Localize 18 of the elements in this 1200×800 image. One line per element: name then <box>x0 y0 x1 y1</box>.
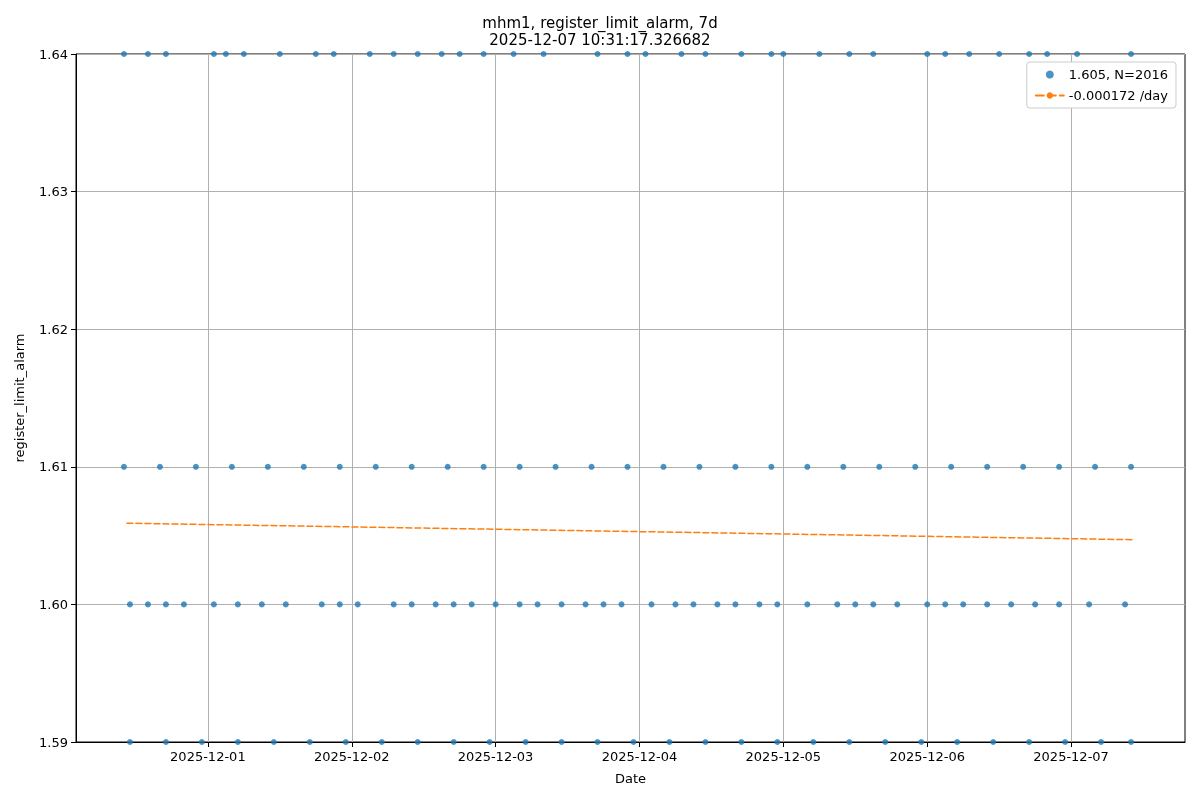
y-tick-label: 1.59 <box>39 734 68 750</box>
y-tick-label: 1.64 <box>39 46 68 62</box>
x-tick-label: 2025-12-07 <box>1033 749 1109 764</box>
x-tick-label: 2025-12-02 <box>313 749 390 764</box>
y-tick-label: 1.63 <box>39 184 68 200</box>
y-tick-label: 1.62 <box>39 321 68 337</box>
x-tick-label: 2025-12-04 <box>601 749 678 764</box>
y-tick-label: 1.61 <box>39 459 68 475</box>
x-tick-label: 2025-12-06 <box>889 749 966 764</box>
x-tick-label: 2025-12-03 <box>457 749 534 764</box>
x-tick-label: 2025-12-01 <box>170 749 246 764</box>
chart-title: mhm1, register_limit_alarm, 7d <box>482 13 718 33</box>
y-axis-title: register_limit_alarm <box>12 333 27 463</box>
y-tick-label: 1.60 <box>39 596 68 612</box>
legend-label: -0.000172 /day <box>1068 88 1169 103</box>
legend-label: 1.605, N=2016 <box>1068 67 1169 82</box>
x-tick-label: 2025-12-05 <box>745 749 822 764</box>
x-axis-title: Date <box>614 771 647 786</box>
